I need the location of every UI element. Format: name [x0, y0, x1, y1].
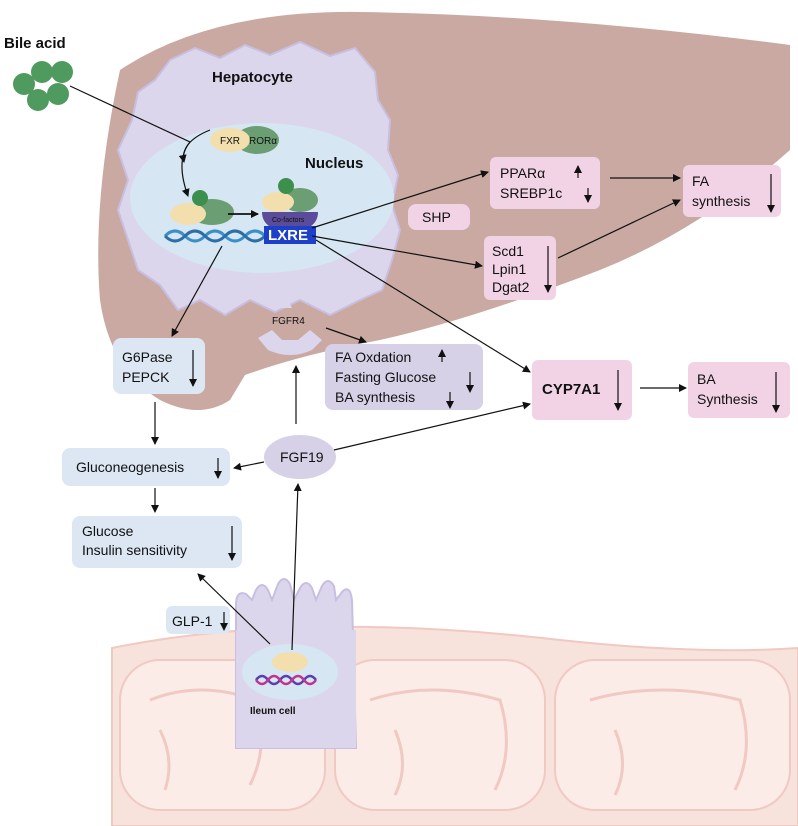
co-factors-label: Co-factors [272, 217, 305, 224]
glp1-label: GLP-1 [172, 613, 213, 629]
svg-text:CYP7A1: CYP7A1 [542, 381, 600, 398]
ba-synthesis-box: BA Synthesis [688, 362, 790, 418]
svg-text:synthesis: synthesis [692, 193, 750, 209]
fgfr4-receptor [258, 296, 322, 355]
fgf19-label: FGF19 [280, 449, 324, 465]
svg-text:Lpin1: Lpin1 [492, 261, 526, 277]
fa-synthesis-box: FA synthesis [683, 165, 781, 217]
lxre-label: LXRE [268, 227, 308, 244]
intestine [111, 625, 798, 826]
bile-acid-label: Bile acid [4, 35, 66, 52]
svg-text:Dgat2: Dgat2 [492, 279, 530, 295]
hepatocyte-label: Hepatocyte [212, 69, 293, 86]
svg-text:PEPCK: PEPCK [122, 369, 170, 385]
svg-text:G6Pase: G6Pase [122, 349, 173, 365]
pathway-arrows [69, 85, 687, 651]
svg-text:Insulin sensitivity: Insulin sensitivity [82, 542, 187, 558]
rora-label: RORα [249, 136, 277, 147]
ppar-srebp-box: PPARα SREBP1c [490, 157, 600, 209]
svg-text:FA: FA [692, 173, 710, 189]
fxr-bound-complex [170, 190, 234, 225]
svg-text:SREBP1c: SREBP1c [500, 185, 562, 201]
svg-text:Scd1: Scd1 [492, 243, 524, 259]
svg-text:Synthesis: Synthesis [697, 391, 758, 407]
svg-text:Glucose: Glucose [82, 523, 134, 539]
dna-helix [163, 229, 267, 243]
ileum-cell-label: Ileum cell [250, 706, 296, 717]
glp1-box [166, 606, 230, 634]
shp-label: SHP [422, 209, 451, 225]
fgf19-node [264, 435, 336, 479]
scd-lpin-dgat-box: Scd1 Lpin1 Dgat2 [484, 236, 556, 300]
svg-text:FA Oxdation: FA Oxdation [335, 349, 411, 365]
glucose-insulin-box: Glucose Insulin sensitivity [72, 516, 242, 568]
shp-box [408, 204, 470, 230]
bile-acid-molecules [13, 61, 73, 111]
g6pase-pepck-box: G6Pase PEPCK [113, 338, 205, 394]
svg-text:BA: BA [697, 371, 716, 387]
fa-oxdation-box: FA Oxdation Fasting Glucose BA synthesis [325, 344, 483, 410]
fxr-label: FXR [220, 136, 240, 147]
ileum-cell [235, 578, 358, 749]
fgfr4-label: FGFR4 [272, 316, 305, 327]
nucleus [130, 123, 394, 273]
gluconeogenesis-box: Gluconeogenesis [62, 448, 230, 486]
svg-text:Fasting Glucose: Fasting Glucose [335, 369, 436, 385]
svg-text:PPARα: PPARα [500, 165, 545, 181]
svg-text:Gluconeogenesis: Gluconeogenesis [76, 459, 184, 475]
fxr-rora-complex: FXR RORα [210, 126, 279, 154]
lxre-box [264, 226, 316, 244]
svg-text:BA synthesis: BA synthesis [335, 389, 415, 405]
nucleus-label: Nucleus [305, 155, 363, 172]
cyp7a1-box: CYP7A1 [532, 360, 632, 420]
